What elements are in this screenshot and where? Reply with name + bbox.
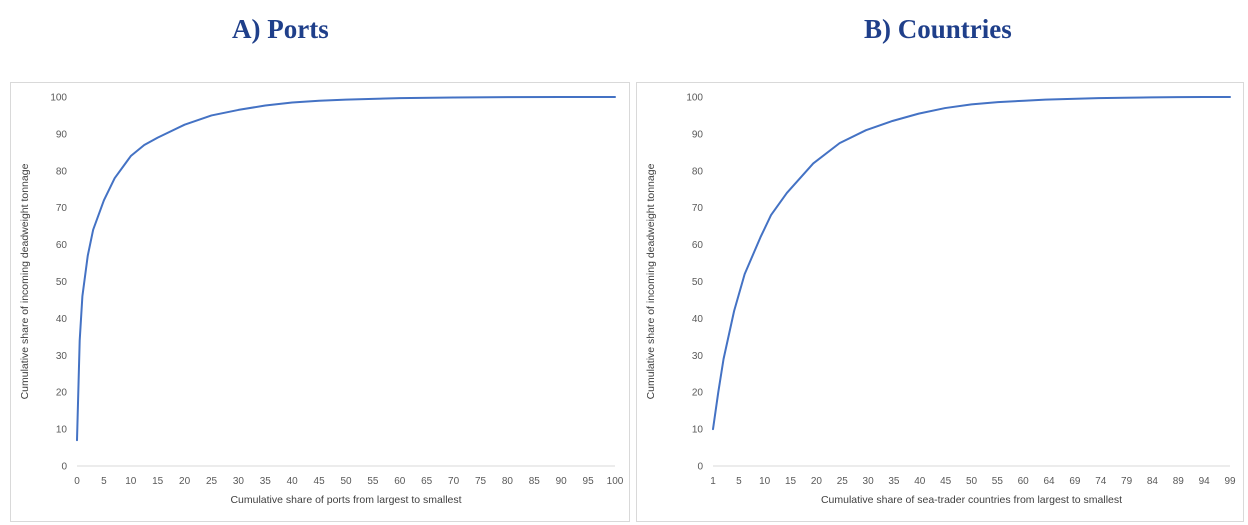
x-tick-label: 40: [287, 476, 299, 487]
y-tick-label: 10: [56, 425, 68, 436]
x-axis-title: Cumulative share of sea-trader countries…: [821, 494, 1122, 506]
x-tick-label: 84: [1147, 476, 1159, 487]
x-tick-label: 20: [179, 476, 191, 487]
x-tick-label: 60: [1018, 476, 1030, 487]
x-tick-label: 69: [1069, 476, 1081, 487]
x-tick-label: 35: [888, 476, 900, 487]
y-tick-label: 30: [56, 351, 68, 362]
y-tick-label: 10: [692, 425, 704, 436]
x-tick-label: 99: [1224, 476, 1236, 487]
x-tick-label: 25: [837, 476, 849, 487]
x-tick-label: 0: [74, 476, 80, 487]
y-tick-label: 70: [692, 203, 704, 214]
ports-chart: 0 10 20 30 40 50 60 70 80 90 100 0 5 10 15 20 25 30 35 40 45…: [10, 82, 630, 522]
x-tick-label: 30: [863, 476, 875, 487]
y-tick-label: 50: [692, 277, 704, 288]
ports-chart-plot: 0 10 20 30 40 50 60 70 80 90 100 0 5 10 15 20 25 30 35 40 45…: [19, 93, 624, 507]
x-tick-label: 60: [394, 476, 406, 487]
x-tick-label: 95: [583, 476, 595, 487]
x-tick-label: 15: [152, 476, 164, 487]
x-tick-label: 90: [556, 476, 568, 487]
y-tick-label: 100: [686, 93, 703, 104]
y-tick-label: 40: [56, 314, 68, 325]
x-tick-label: 25: [206, 476, 218, 487]
x-tick-label: 55: [992, 476, 1004, 487]
x-tick-label: 94: [1199, 476, 1211, 487]
x-tick-label: 10: [759, 476, 771, 487]
x-tick-label: 79: [1121, 476, 1133, 487]
x-tick-label: 75: [475, 476, 487, 487]
x-tick-label: 1: [710, 476, 716, 487]
x-tick-label: 50: [340, 476, 352, 487]
x-tick-label: 45: [940, 476, 952, 487]
x-tick-label: 65: [421, 476, 433, 487]
countries-chart: 0 10 20 30 40 50 60 70 80 90 100 1 5 10 15 20 25 30 35 40 45…: [636, 82, 1244, 522]
y-tick-label: 80: [692, 166, 704, 177]
y-axis-title: Cumulative share of incoming deadweight …: [645, 163, 657, 399]
x-tick-label: 45: [314, 476, 326, 487]
x-tick-label: 35: [260, 476, 272, 487]
y-tick-label: 60: [56, 240, 68, 251]
x-tick-label: 55: [367, 476, 379, 487]
panel-b-title: B) Countries: [864, 14, 1012, 44]
y-tick-label: 90: [692, 129, 704, 140]
x-tick-label: 5: [736, 476, 742, 487]
x-tick-label: 50: [966, 476, 978, 487]
y-tick-label: 90: [56, 129, 68, 140]
x-axis-title: Cumulative share of ports from largest t…: [230, 494, 461, 506]
x-tick-label: 40: [914, 476, 926, 487]
y-tick-label: 60: [692, 240, 704, 251]
y-tick-label: 30: [692, 351, 704, 362]
x-tick-label: 100: [607, 476, 624, 487]
x-tick-label: 5: [101, 476, 107, 487]
y-tick-label: 50: [56, 277, 68, 288]
y-tick-label: 0: [697, 462, 703, 473]
panel-a-title: A) Ports: [232, 14, 329, 44]
x-tick-label: 15: [785, 476, 797, 487]
y-tick-label: 0: [61, 462, 67, 473]
x-tick-label: 85: [529, 476, 541, 487]
series-line: [76, 96, 616, 442]
x-tick-label: 80: [502, 476, 514, 487]
x-tick-label: 64: [1043, 476, 1055, 487]
x-tick-label: 30: [233, 476, 245, 487]
y-tick-label: 70: [56, 203, 68, 214]
x-tick-label: 10: [125, 476, 137, 487]
series-line: [712, 96, 1231, 431]
x-tick-label: 89: [1173, 476, 1185, 487]
y-tick-label: 20: [56, 388, 68, 399]
x-tick-label: 20: [811, 476, 823, 487]
y-tick-label: 20: [692, 388, 704, 399]
x-tick-label: 70: [448, 476, 460, 487]
y-tick-label: 100: [50, 93, 67, 104]
y-tick-label: 40: [692, 314, 704, 325]
y-tick-label: 80: [56, 166, 68, 177]
x-tick-label: 74: [1095, 476, 1107, 487]
y-axis-title: Cumulative share of incoming deadweight …: [19, 163, 31, 399]
